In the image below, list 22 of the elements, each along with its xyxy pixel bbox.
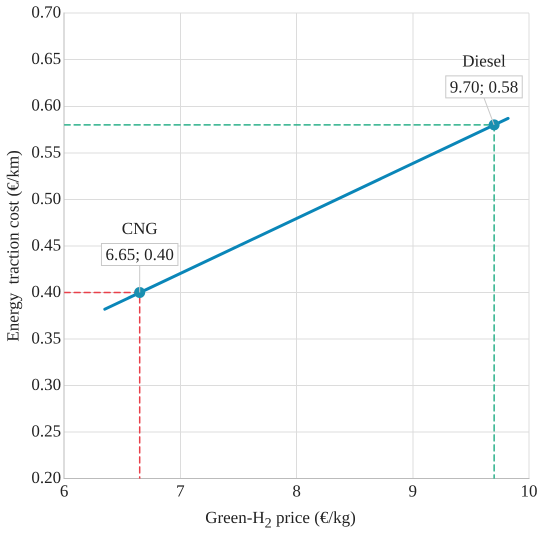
y-tick-label: 0.45 xyxy=(31,235,62,254)
y-axis-title: Energy traction cost (€/km) xyxy=(4,150,23,342)
annotation: CNG xyxy=(122,218,158,238)
y-tick-label: 0.20 xyxy=(31,468,62,488)
y-tick-label: 0.70 xyxy=(31,2,62,22)
y-tick-label: 0.65 xyxy=(31,49,62,68)
data-label: 6.65; 0.40 xyxy=(105,244,174,264)
y-tick-label: 0.50 xyxy=(31,188,62,208)
y-tick-label: 0.60 xyxy=(31,96,62,115)
y-tick-label: 0.25 xyxy=(31,422,62,441)
annotation: Diesel xyxy=(462,51,506,70)
y-tick-label: 0.30 xyxy=(31,374,62,394)
x-tick-label: 6 xyxy=(60,481,68,500)
data-label: 9.70; 0.58 xyxy=(450,77,518,96)
x-tick-label: 8 xyxy=(292,481,301,500)
y-tick-label: 0.35 xyxy=(31,328,62,348)
y-tick-label: 0.55 xyxy=(31,142,62,162)
y-tick-label: 0.40 xyxy=(31,282,62,301)
x-tick-label: 10 xyxy=(520,481,538,500)
x-axis-title: Green-H$_{2}$ price (€/kg) xyxy=(204,508,357,532)
x-tick-label: 9 xyxy=(408,481,418,500)
x-tick-label: 7 xyxy=(176,481,186,500)
